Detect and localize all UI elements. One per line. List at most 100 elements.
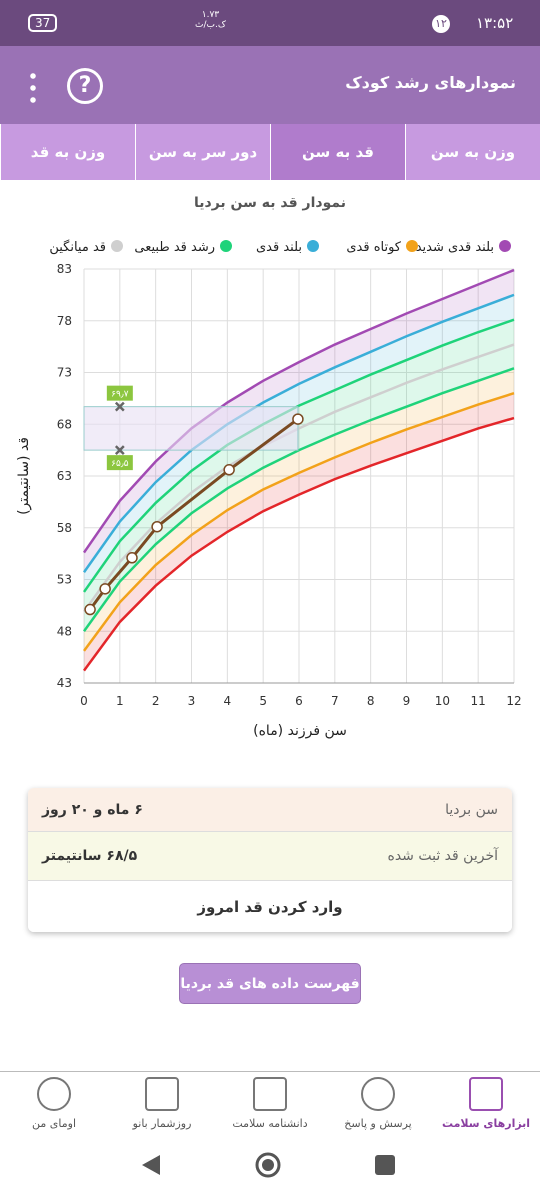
notification-count: ۱۲ xyxy=(432,15,450,33)
tabs: وزن به سن قد به سن دور سر به سن وزن به قد xyxy=(0,124,540,180)
nav-icon xyxy=(145,1077,179,1111)
info-label: آخرین قد ثبت شده xyxy=(387,848,499,864)
nav-icon xyxy=(37,1077,71,1111)
x-tick-label: 10 xyxy=(435,694,450,708)
legend-marker xyxy=(307,240,319,252)
child-point xyxy=(292,413,304,425)
x-tick-label: 12 xyxy=(506,694,521,708)
y-tick-label: 63 xyxy=(57,469,72,483)
list-button[interactable]: فهرست داده های قد بردیا xyxy=(179,963,361,1004)
app-bar: ? نمودارهای رشد کودک xyxy=(0,46,540,124)
y-tick-label: 68 xyxy=(57,417,72,431)
annotation-box xyxy=(106,455,133,471)
nav-label: دانشنامه سلامت xyxy=(232,1117,308,1130)
annotation-marker xyxy=(114,445,125,456)
nav-item[interactable]: اومای من xyxy=(0,1072,108,1136)
x-tick-label: 11 xyxy=(471,694,486,708)
info-value: ۶۸/۵ سانتیمتر xyxy=(42,848,138,864)
y-tick-label: 53 xyxy=(57,573,72,587)
legend-marker xyxy=(406,240,418,252)
home-button[interactable] xyxy=(255,1152,281,1178)
speed-unit: ک.ب/ث xyxy=(195,20,226,30)
child-point xyxy=(151,520,163,533)
nav-item[interactable]: روزشمار بانو xyxy=(108,1072,216,1136)
chart-title: نمودار قد به سن بردیا xyxy=(194,195,346,211)
menu-button[interactable] xyxy=(30,70,36,104)
nav-label: اومای من xyxy=(32,1117,76,1130)
x-tick-label: 7 xyxy=(331,694,339,708)
tab[interactable]: دور سر به سن xyxy=(135,124,270,180)
x-tick-label: 9 xyxy=(403,694,411,708)
back-button[interactable] xyxy=(142,1155,160,1175)
x-tick-label: 3 xyxy=(188,694,196,708)
band xyxy=(84,344,514,632)
nav-item[interactable]: ابزارهای سلامت xyxy=(432,1072,540,1136)
tab[interactable]: قد به سن xyxy=(270,124,405,180)
speed: ۱.۷۳ ک.ب/ث xyxy=(195,10,226,30)
curve xyxy=(82,367,515,632)
nav-icon xyxy=(253,1077,287,1111)
curve xyxy=(82,392,515,652)
y-tick-label: 73 xyxy=(57,366,72,380)
add-height-button[interactable]: وارد کردن قد امروز xyxy=(28,881,512,932)
system-buttons xyxy=(142,1152,395,1178)
curve xyxy=(82,293,515,573)
info-value: ۶ ماه و ۲۰ روز xyxy=(42,801,143,818)
legend-marker xyxy=(111,240,123,252)
child-point xyxy=(223,464,235,476)
x-tick-label: 8 xyxy=(367,694,375,708)
battery: 37 xyxy=(28,14,58,32)
x-axis-label: سن فرزند (ماه) xyxy=(253,723,347,739)
home-dot xyxy=(262,1159,274,1171)
x-tick-label: 4 xyxy=(224,694,232,708)
band xyxy=(84,393,514,671)
band xyxy=(84,368,514,651)
legend-label: رشد قد طبیعی xyxy=(134,240,215,255)
annotation-marker xyxy=(114,401,125,412)
legend-label: بلند قدی xyxy=(256,240,302,255)
legend-marker xyxy=(220,240,232,252)
x-tick-label: 2 xyxy=(152,694,160,708)
system-nav xyxy=(0,1135,540,1200)
x-tick-label: 6 xyxy=(295,694,303,708)
y-tick-label: 43 xyxy=(57,676,72,690)
tab[interactable]: وزن به قد xyxy=(0,124,135,180)
speed-value: ۱.۷۳ xyxy=(201,10,220,20)
x-tick-label: 0 xyxy=(80,694,88,708)
y-tick-label: 58 xyxy=(57,521,72,535)
x-tick-label: 5 xyxy=(259,694,267,708)
nav-item[interactable]: پرسش و پاسخ xyxy=(324,1072,432,1136)
annotation-box xyxy=(106,385,133,401)
info-row: آخرین قد ثبت شده ۶۸/۵ سانتیمتر xyxy=(28,832,512,881)
curve xyxy=(82,268,515,554)
tab[interactable]: وزن به سن xyxy=(405,124,540,180)
info-card: سن بردیا ۶ ماه و ۲۰ روز آخرین قد ثبت شده ۶… xyxy=(28,788,512,932)
chart: نمودار قد به سن بردیا سن فرزند (ماه) قد … xyxy=(16,195,522,739)
clock: ۱۳:۵۲ xyxy=(476,14,514,32)
curve xyxy=(82,416,515,672)
info-row: سن بردیا ۶ ماه و ۲۰ روز xyxy=(28,788,512,832)
help-button[interactable]: ? xyxy=(67,68,103,104)
band xyxy=(84,319,514,612)
nav-icon xyxy=(469,1077,503,1111)
child-point xyxy=(99,583,111,595)
recents-button[interactable] xyxy=(375,1155,395,1175)
nav-label: روزشمار بانو xyxy=(132,1117,192,1130)
band xyxy=(84,270,514,573)
band xyxy=(84,294,514,592)
legend-label: قد میانگین xyxy=(49,239,106,255)
y-tick-label: 83 xyxy=(57,262,72,276)
legend-marker xyxy=(499,240,511,252)
nav-item[interactable]: دانشنامه سلامت xyxy=(216,1072,324,1136)
curve xyxy=(82,318,515,593)
annotation-label: ۶۵٫۵ xyxy=(111,459,129,469)
title: نمودارهای رشد کودک xyxy=(345,73,516,92)
y-tick-label: 78 xyxy=(57,314,72,328)
child-point xyxy=(84,603,96,616)
y-tick-label: 48 xyxy=(57,624,72,638)
nav-label: ابزارهای سلامت xyxy=(441,1117,531,1130)
guide-band xyxy=(83,406,299,451)
legend-label: بلند قدی شدید xyxy=(416,240,494,255)
